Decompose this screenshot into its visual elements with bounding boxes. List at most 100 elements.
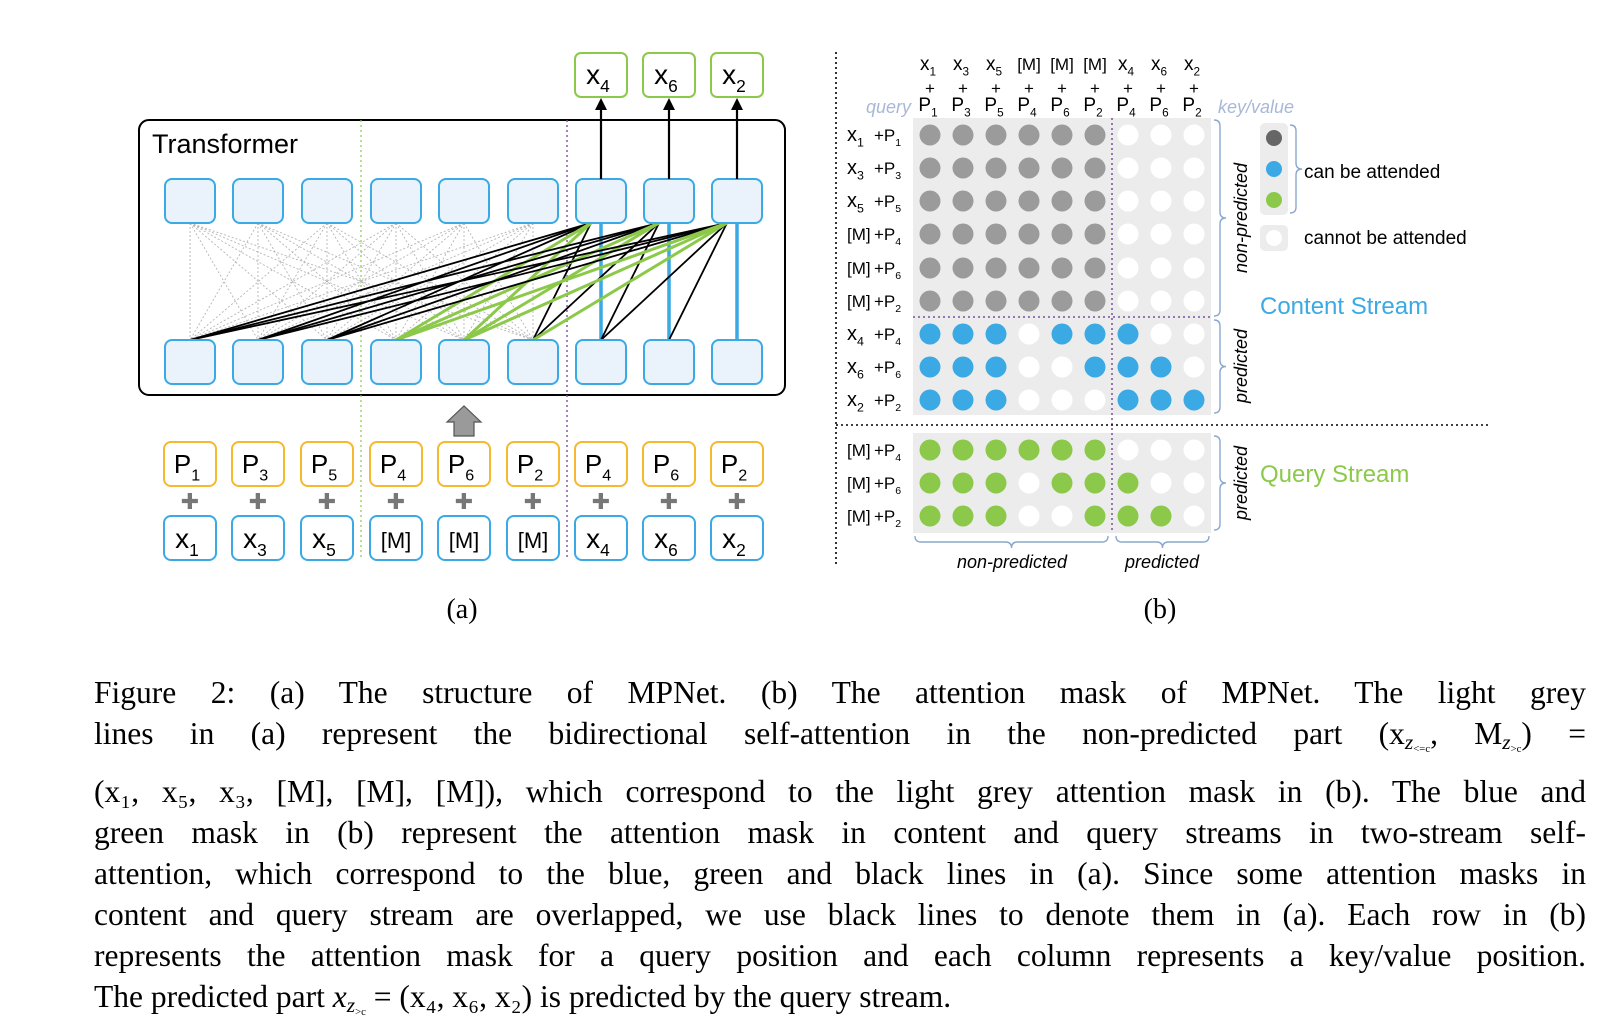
transformer-bottom-node (643, 339, 695, 385)
row-token: x6 (847, 356, 864, 382)
black-attention-line (189, 222, 592, 341)
brace-predicted-query (1213, 435, 1227, 531)
side-label-predicted: predicted (1231, 328, 1251, 404)
green-attention-line (395, 221, 728, 342)
mask-cell-attend (985, 472, 1007, 494)
column-plus: + (925, 79, 935, 98)
caption-line-2: lines in (a) represent the bidirectional… (94, 713, 1586, 771)
column-plus: + (1057, 79, 1067, 98)
mask-cell-blocked (1183, 472, 1205, 494)
mask-cell-attend (1084, 323, 1106, 345)
mask-cell-attend (952, 290, 974, 312)
mask-cell-attend (952, 439, 974, 461)
row-token: [M] (847, 259, 871, 278)
mask-cell-attend (985, 290, 1007, 312)
transformer-bottom-node (301, 339, 353, 385)
mask-cell-attend (952, 389, 974, 411)
token-box (163, 515, 217, 561)
row-token: x1 (847, 124, 864, 150)
row-token: x4 (847, 323, 864, 349)
column-position: P5 (984, 95, 1004, 119)
row-position: +P5 (874, 192, 901, 215)
mask-cell-blocked (1150, 472, 1172, 494)
grey-attention-line (395, 222, 465, 341)
mask-cell-blocked (1150, 323, 1172, 345)
transformer-frame (138, 119, 786, 396)
grey-attention-line (189, 222, 259, 341)
token-label: [M] (449, 528, 480, 553)
mask-cell-attend (1084, 124, 1106, 146)
output-box (642, 52, 696, 98)
caption-line-8-end: is predicted by the query stream. (539, 978, 952, 1014)
mask-cell-blocked (1018, 472, 1040, 494)
mask-cell-attend (952, 356, 974, 378)
mask-cell-blocked (1183, 439, 1205, 461)
row-position: +P2 (874, 507, 901, 530)
mask-cell-attend (1117, 389, 1139, 411)
bottom-brace-predicted (1115, 535, 1210, 549)
mask-cell-blocked (1018, 323, 1040, 345)
column-token: x2 (1184, 54, 1200, 78)
mask-cell-attend (952, 472, 974, 494)
plus-icon: ✚ (660, 490, 678, 515)
arrow-head (731, 98, 743, 110)
transformer-top-node (301, 178, 353, 224)
row-position: +P4 (874, 441, 901, 464)
mask-cell-attend (952, 124, 974, 146)
query-stream-label: Query Stream (1260, 461, 1409, 488)
grey-attention-line (463, 222, 534, 341)
mask-cell-blocked (1018, 505, 1040, 527)
column-position: P1 (918, 95, 937, 119)
legend-dot-white (1266, 230, 1282, 246)
column-position: P3 (951, 95, 971, 119)
column-token: [M] (1083, 55, 1107, 74)
grey-attention-line (189, 222, 259, 341)
mask-cell-attend (985, 223, 1007, 245)
mask-cell-blocked (1183, 257, 1205, 279)
mask-cell-attend (1051, 323, 1073, 345)
token-box (369, 515, 423, 561)
mask-cell-blocked (1117, 290, 1139, 312)
mask-cell-attend (952, 257, 974, 279)
mask-cell-blocked (1051, 505, 1073, 527)
mask-cell-blocked (1183, 157, 1205, 179)
mask-cell-attend (1084, 290, 1106, 312)
row-position: +P1 (874, 126, 901, 149)
position-label: P5 (311, 449, 337, 484)
up-arrow-icon (445, 405, 483, 437)
mask-cell-attend (985, 124, 1007, 146)
mask-cell-attend (1150, 505, 1172, 527)
mask-cell-attend (919, 157, 941, 179)
transformer-top-node (711, 178, 763, 224)
keyvalue-label: key/value (1218, 97, 1294, 117)
column-token: [M] (1050, 55, 1074, 74)
mask-cell-blocked (1183, 356, 1205, 378)
column-position: P2 (1083, 95, 1102, 119)
row-token: [M] (847, 441, 871, 460)
mask-cell-attend (1084, 157, 1106, 179)
caption-line-8-text: The predicted part (94, 978, 325, 1014)
panel-a: Transformer x4 x6 x2 P1 ✚ x1 P3 ✚ x3 P5 ✚ x5 P4 ✚ [M] P6… (138, 52, 786, 625)
green-attention-line (532, 221, 728, 342)
mask-cell-blocked (1018, 389, 1040, 411)
mask-cell-attend (985, 257, 1007, 279)
row-token: [M] (847, 292, 871, 311)
token-box (437, 515, 491, 561)
token-label: x6 (654, 523, 678, 560)
brace-predicted (1213, 319, 1227, 414)
output-box (574, 52, 628, 98)
token-box (574, 515, 628, 561)
row-position: +P6 (874, 358, 901, 381)
row-token: x5 (847, 190, 864, 216)
mask-cell-attend (1051, 290, 1073, 312)
mask-cell-attend (1084, 223, 1106, 245)
mask-cell-attend (952, 323, 974, 345)
token-label: [M] (518, 528, 549, 553)
column-plus: + (1123, 79, 1133, 98)
column-token: x5 (986, 54, 1003, 78)
row-position: +P6 (874, 259, 901, 282)
arrow-head (595, 98, 607, 110)
mask-cell-attend (985, 439, 1007, 461)
position-box (369, 441, 423, 487)
caption-line-3-text: which correspond to the light grey atten… (525, 773, 1587, 809)
